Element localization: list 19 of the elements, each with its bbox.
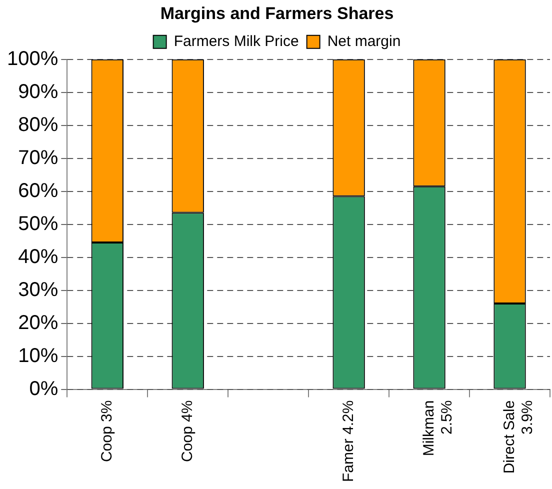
y-tick-label: 0% <box>29 378 58 400</box>
y-tick-label: 100% <box>6 48 58 70</box>
y-tick-label: 60% <box>18 180 58 202</box>
y-tick-label: 80% <box>18 114 58 136</box>
legend-label: Net margin <box>327 33 401 50</box>
x-tick-label: Direct Sale 3.9% <box>500 400 536 474</box>
y-tick-label: 40% <box>18 246 58 268</box>
y-tick-label: 30% <box>18 278 58 301</box>
legend-label: Farmers Milk Price <box>174 33 299 50</box>
chart-title: Margins and Farmers Shares <box>160 4 394 23</box>
x-tick-label: Coop 3% <box>98 400 116 462</box>
y-tick-label: 70% <box>18 146 58 169</box>
x-tick-label: Famer 4.2% <box>340 400 357 482</box>
y-tick-label: 20% <box>18 312 58 334</box>
y-tick-label: 50% <box>18 212 58 235</box>
x-tick-label: Milkman 2.5% <box>420 400 456 456</box>
y-tick-label: 10% <box>18 344 58 367</box>
y-tick-label: 90% <box>18 80 58 103</box>
x-tick-label: Coop 4% <box>179 400 196 462</box>
